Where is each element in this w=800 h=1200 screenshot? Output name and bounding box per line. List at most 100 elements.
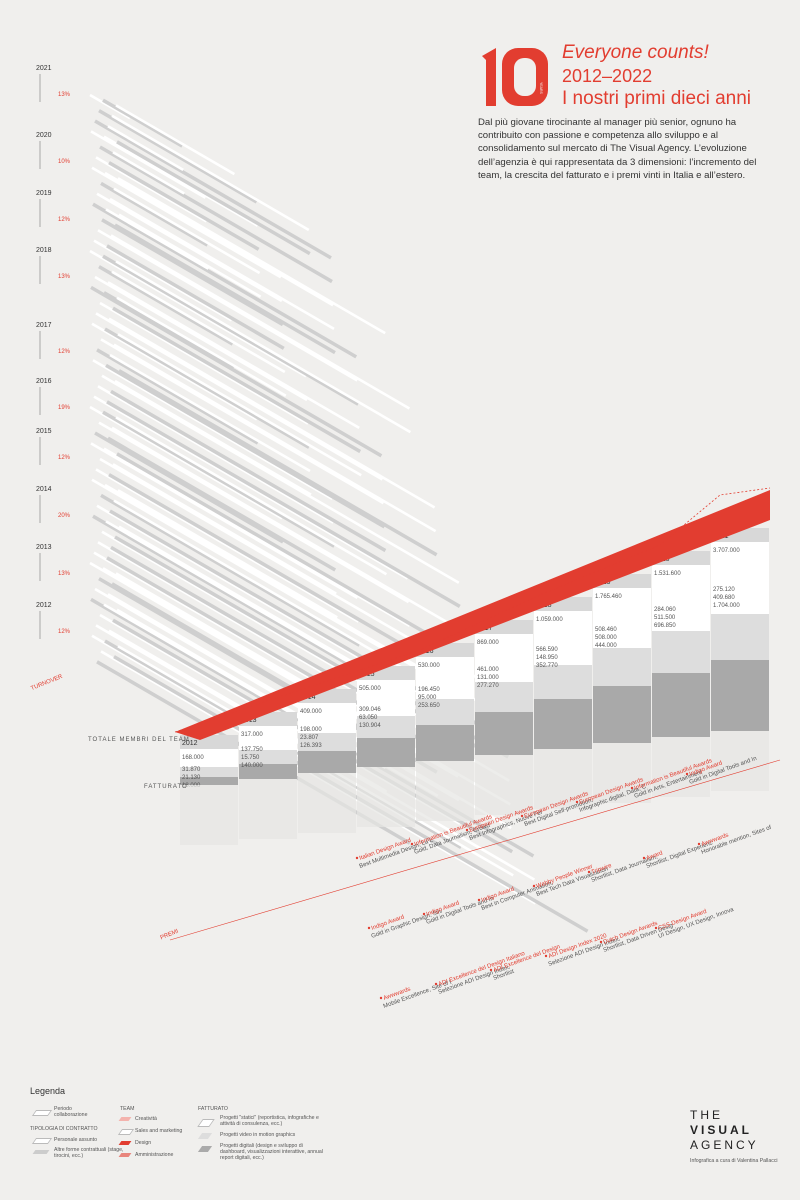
award-dot (489, 968, 493, 972)
award-dot (379, 996, 383, 1000)
award-dot (654, 926, 658, 930)
team-member-timeline (107, 125, 184, 171)
legend-revenue-head: FATTURATO (198, 1106, 228, 1112)
year-label-2016: 2016 (36, 378, 52, 385)
legend-digital: Progetti digitali (design e sviluppo di … (220, 1143, 323, 1162)
video-projects-bar (357, 716, 415, 738)
team-member-timeline (99, 145, 333, 284)
brand-logo: THE VISUAL AGENCY (690, 1108, 759, 1153)
svg-text:YEARS: YEARS (539, 82, 543, 95)
video-projects-bar (298, 733, 356, 751)
team-member-timeline (116, 140, 311, 256)
team-member-timeline (115, 416, 388, 576)
revenue-part: 309.046 (359, 707, 381, 713)
revenue-part: 137.750 (241, 747, 263, 753)
legend: Legenda Periodo collaborazione TIPOLOGIA… (30, 1086, 350, 1176)
column-shadow (475, 755, 533, 815)
award-dot (355, 856, 359, 860)
creativity-swatch (118, 1117, 132, 1121)
headline: I nostri primi dieci anni (562, 88, 752, 109)
award-dot (685, 772, 689, 776)
award-dot (367, 926, 371, 930)
team-member-timeline (105, 208, 210, 270)
team-member-timeline (113, 499, 413, 675)
team-member-timeline (107, 436, 337, 572)
team-member-timeline (111, 114, 310, 232)
award-dot (544, 954, 548, 958)
team-member-timeline (117, 177, 386, 335)
year-label-2014: 2014 (36, 486, 52, 493)
column-shadow (298, 773, 356, 833)
video-projects-bar (593, 648, 651, 686)
brand-line-2: VISUAL (690, 1123, 753, 1137)
revenue-total: 1.059.000 (536, 617, 563, 623)
team-member-timeline (116, 452, 463, 656)
turnover-pct-2017: 12% (58, 349, 71, 355)
column-header (180, 735, 238, 749)
revenue-part: 508.460 (595, 627, 617, 633)
video-swatch (197, 1133, 213, 1139)
revenue-part: 198.000 (300, 727, 322, 733)
team-member-timeline (93, 239, 233, 322)
team-member-timeline (106, 244, 285, 350)
revenue-part: 15.750 (241, 755, 260, 761)
team-member-timeline (108, 161, 260, 251)
year-label-2019: 2019 (36, 190, 52, 197)
team-member-timeline (116, 296, 287, 397)
revenue-part: 21.130 (182, 775, 201, 781)
axis-team-label: TOTALE MEMBRI DEL TEAM (88, 737, 190, 743)
revenue-part: 148.950 (536, 655, 558, 661)
year-label-2012: 2012 (36, 602, 52, 609)
year-label-2017: 2017 (36, 322, 52, 329)
revenue-part: 352.770 (536, 663, 558, 669)
team-member-timeline (101, 374, 460, 584)
team-member-timeline (109, 353, 311, 473)
column-shadow (357, 767, 415, 827)
team-member-timeline (96, 192, 283, 303)
digital-swatch (197, 1146, 213, 1152)
revenue-part: 409.680 (713, 595, 735, 601)
team-member-timeline (100, 338, 385, 505)
award-dot (630, 786, 634, 790)
static-projects-bar (357, 680, 415, 716)
revenue-part: 275.120 (713, 587, 735, 593)
revenue-total: 1.531.600 (654, 571, 681, 577)
team-member-timeline (94, 275, 308, 402)
revenue-part: 511.500 (654, 615, 676, 621)
revenue-part: 696.850 (654, 623, 676, 629)
turnover-pct-2016: 19% (58, 405, 71, 411)
revenue-part: 126.393 (300, 743, 322, 749)
team-member-timeline (113, 187, 261, 275)
digital-projects-bar (357, 738, 415, 767)
brand-line-3: AGENCY (690, 1138, 759, 1152)
award-dot (465, 828, 469, 832)
revenue-total: 1.765.460 (595, 594, 622, 600)
revenue-part: 508.000 (595, 635, 617, 641)
team-member-timeline (89, 405, 283, 520)
team-member-timeline (117, 489, 338, 619)
team-member-timeline (95, 156, 208, 223)
legend-design: Design (135, 1140, 152, 1146)
team-member-timeline (107, 281, 360, 430)
turnover-pct-2019: 12% (58, 217, 71, 223)
video-projects-bar (239, 750, 297, 764)
award-dot (410, 842, 414, 846)
revenue-part: 23.807 (300, 735, 319, 741)
team-member-timeline (117, 333, 362, 477)
team-member-timeline (100, 493, 361, 647)
legend-creativity: Creatività (135, 1116, 157, 1122)
static-swatch (197, 1119, 215, 1127)
team-member-timeline (112, 151, 185, 195)
credit: Infografica a cura di Valentina Pallacci (690, 1158, 778, 1164)
year-label-2018: 2018 (36, 247, 52, 254)
team-member-timeline (90, 285, 383, 458)
team-member-timeline (108, 317, 436, 509)
team-member-timeline (98, 109, 258, 204)
team-member-timeline (103, 447, 411, 627)
turnover-pct-2014: 20% (58, 513, 71, 519)
digital-projects-bar (593, 686, 651, 743)
award-dot (520, 814, 524, 818)
year-label-2021: 2021 (36, 65, 52, 72)
